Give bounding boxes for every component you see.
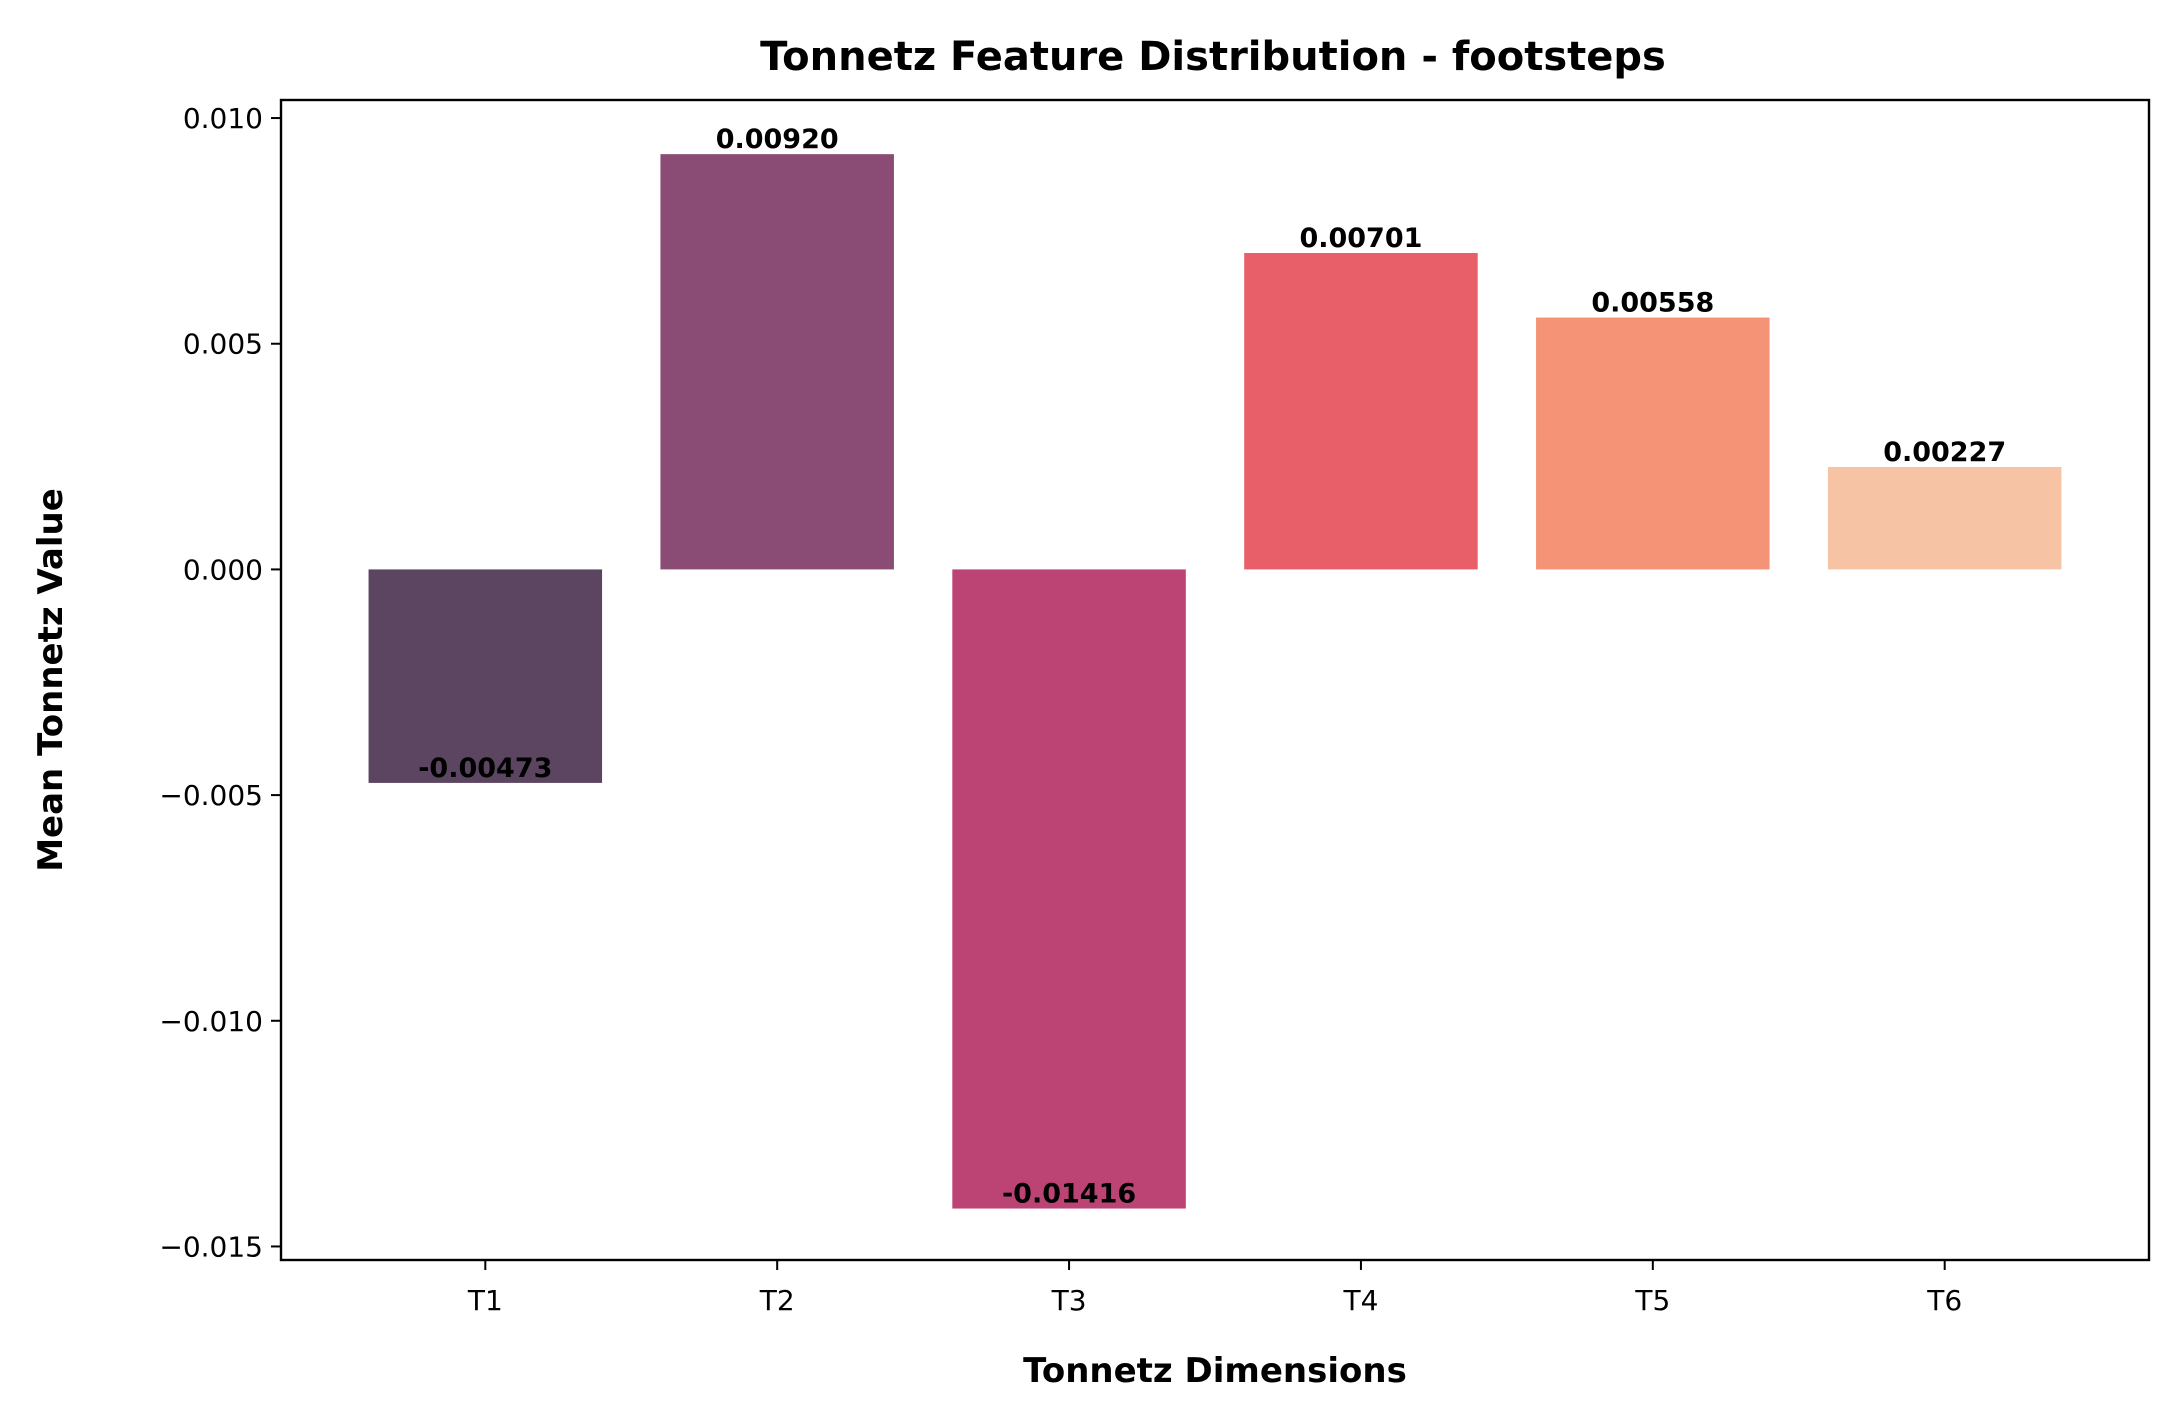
x-axis-title: Tonnetz Dimensions — [1023, 1351, 1407, 1391]
x-tick-label-t4: T4 — [1342, 1284, 1378, 1317]
data-label-t1: -0.00473 — [418, 753, 552, 784]
y-tick-label: 0.005 — [183, 328, 263, 361]
bar-t4 — [1244, 253, 1478, 570]
plot-frame — [279, 98, 2151, 1262]
bar-t5 — [1536, 317, 1770, 570]
y-tick-label: 0.010 — [183, 102, 263, 135]
y-tick-label: 0.000 — [183, 553, 263, 586]
y-tick-label: −0.005 — [159, 779, 263, 812]
data-labels-layer: -0.00473 0.00920 -0.01416 0.00701 0.00558 0.0… — [418, 124, 2006, 1209]
x-tick-label-t3: T3 — [1051, 1284, 1087, 1317]
x-tick-label-t2: T2 — [759, 1284, 795, 1317]
bars-layer — [368, 154, 2062, 1209]
x-axis: T1 T2 T3 T4 T5 T6 — [467, 1260, 1962, 1317]
data-label-t5: 0.00558 — [1591, 288, 1714, 319]
bar-t3 — [952, 569, 1186, 1209]
chart-title: Tonnetz Feature Distribution - footsteps — [760, 34, 1666, 80]
x-tick-label-t1: T1 — [467, 1284, 503, 1317]
y-axis-title: Mean Tonnetz Value — [31, 488, 71, 872]
data-label-t3: -0.01416 — [1002, 1179, 1136, 1210]
bar-t6 — [1827, 466, 2062, 570]
data-label-t2: 0.00920 — [716, 124, 839, 155]
y-tick-label: −0.015 — [159, 1230, 263, 1263]
bar-t2 — [660, 154, 894, 570]
y-axis: 0.010 0.005 0.000 −0.005 −0.010 −0.015 — [159, 102, 281, 1263]
x-tick-label-t5: T5 — [1634, 1284, 1670, 1317]
data-label-t6: 0.00227 — [1883, 437, 2006, 468]
data-label-t4: 0.00701 — [1299, 223, 1422, 254]
bar-t1 — [368, 569, 603, 783]
x-tick-label-t6: T6 — [1926, 1284, 1962, 1317]
y-tick-label: −0.010 — [159, 1005, 263, 1038]
